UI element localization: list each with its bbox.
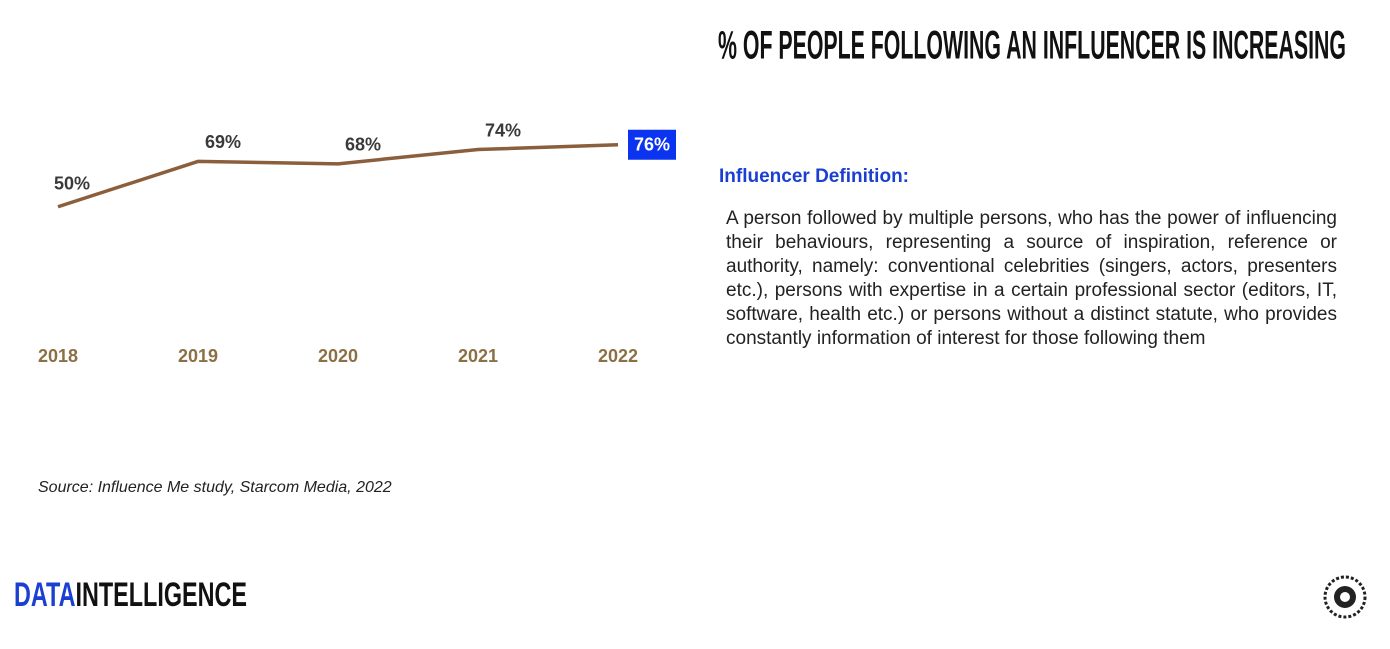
data-line: [57, 142, 619, 209]
value-label: 76%: [634, 134, 670, 154]
value-label: 69%: [205, 132, 241, 152]
definition-text: A person followed by multiple persons, w…: [726, 208, 1337, 349]
value-label: 74%: [485, 120, 521, 140]
value-label: 50%: [54, 174, 90, 194]
brand-part: DATA: [14, 576, 75, 614]
value-label: 68%: [345, 135, 381, 155]
definition-heading: Influencer Definition:: [719, 166, 909, 187]
highlight-box: [628, 129, 676, 160]
x-tick-label: 2020: [318, 346, 358, 366]
x-tick-label: 2021: [458, 346, 498, 366]
slide-title: % OF PEOPLE FOLLOWING AN INFLUENCER IS I…: [718, 24, 1346, 68]
brand-logo: DATAINTELLIGENCE: [14, 576, 247, 614]
brand-part: INTELLIGENCE: [75, 576, 247, 614]
x-tick-label: 2018: [38, 346, 78, 366]
source-note: Source: Influence Me study, Starcom Medi…: [38, 479, 392, 496]
emblem: [1323, 575, 1367, 619]
x-tick-label: 2019: [178, 346, 218, 366]
x-tick-label: 2022: [598, 346, 638, 366]
